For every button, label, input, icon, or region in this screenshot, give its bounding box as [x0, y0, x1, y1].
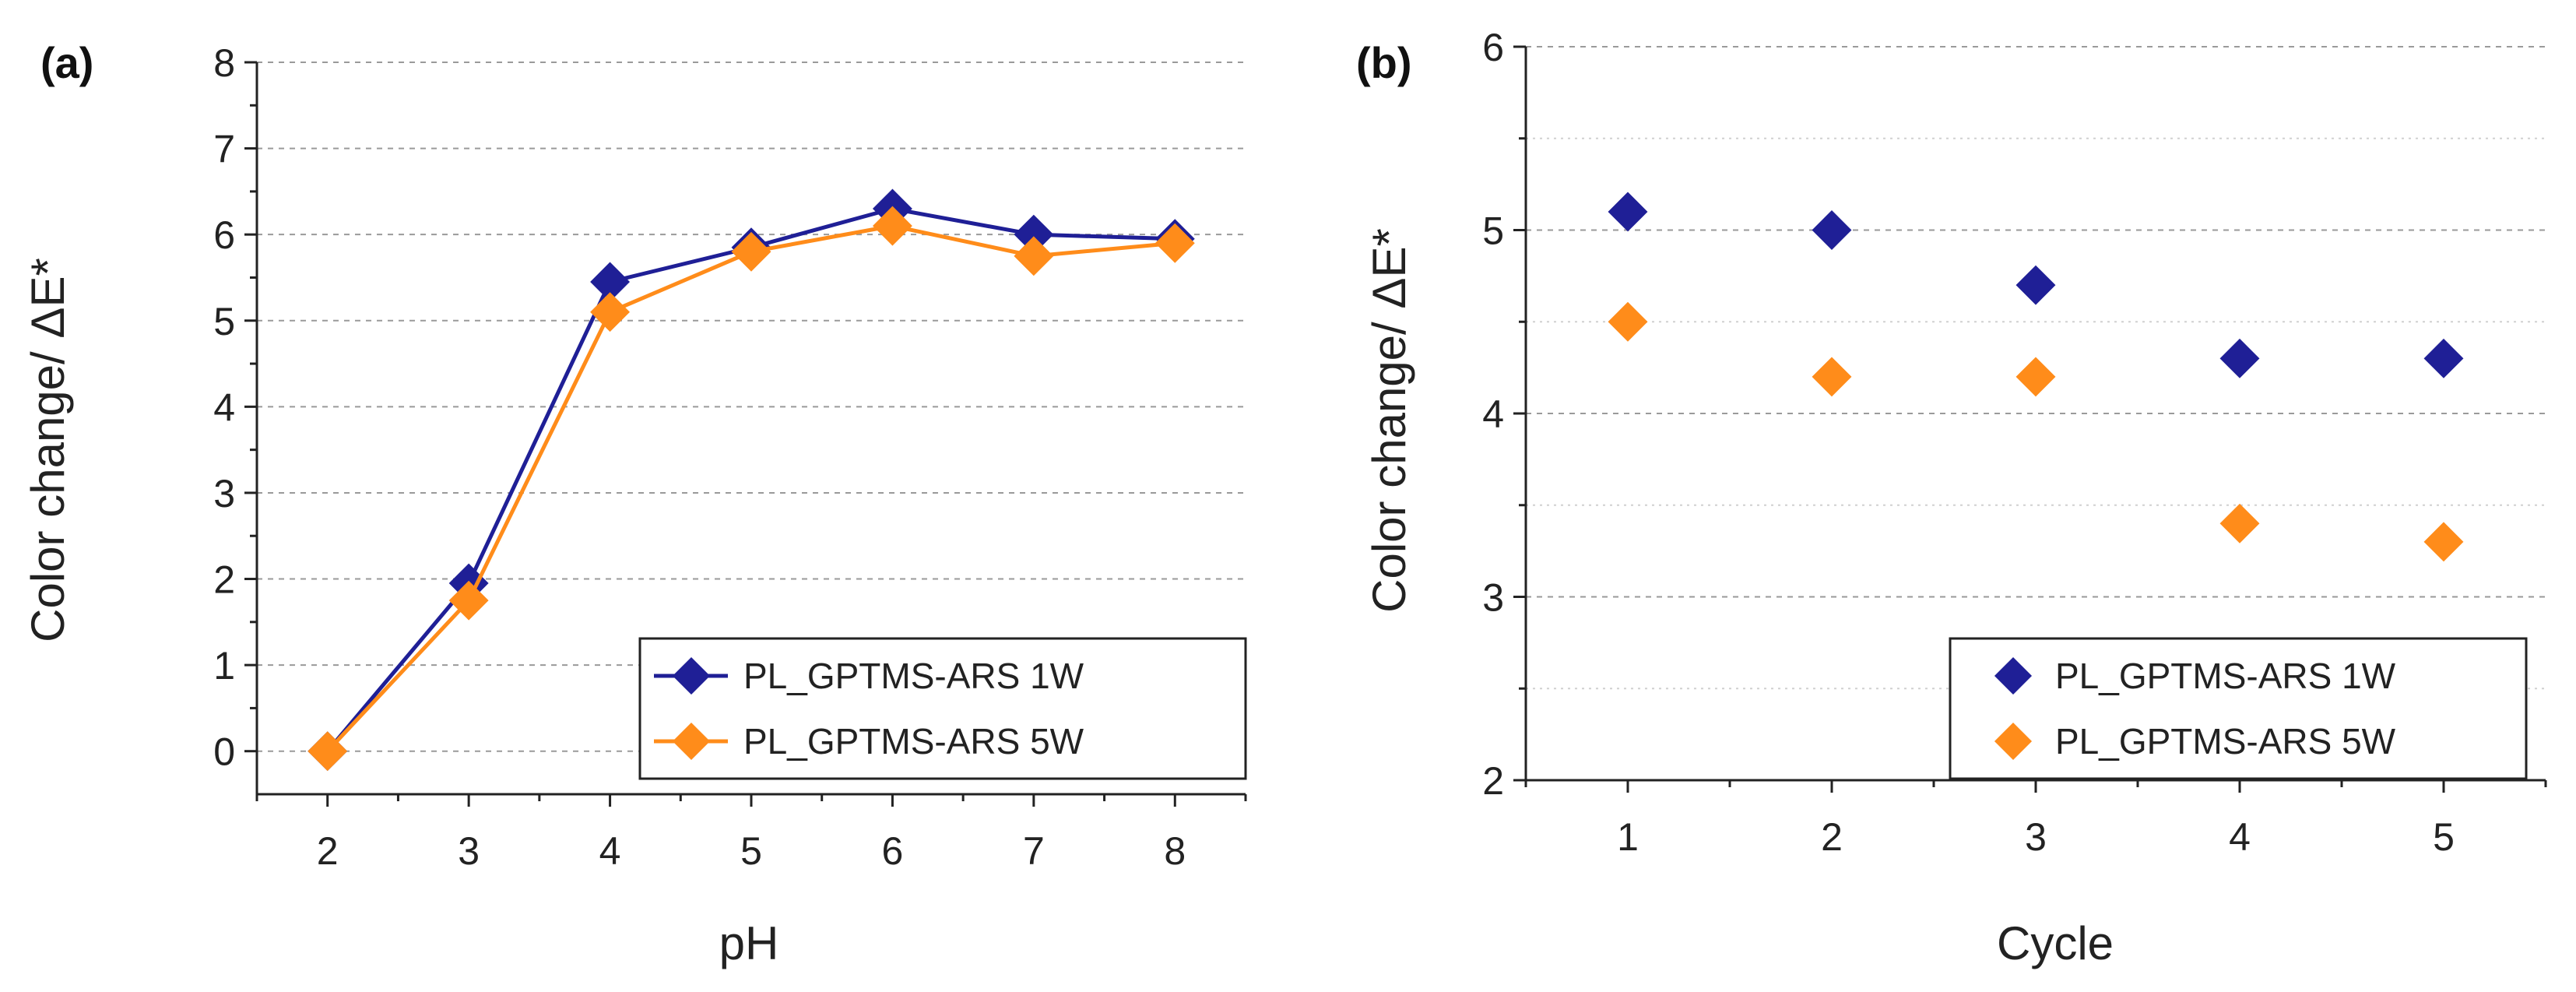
panel-b-label: (b) [1356, 38, 1412, 87]
panel-b-legend-label-2: PL_GPTMS-ARS 5W [2055, 721, 2396, 762]
panel-a-data-point [590, 262, 631, 302]
panel-a-data-point [1014, 214, 1054, 255]
panel-b-legend-marker-1 [1994, 656, 2033, 695]
panel-b-data-point [1608, 192, 1648, 232]
panel-b-y-tick-label: 5 [1482, 209, 1504, 253]
panel-a-x-tick-label: 8 [1164, 829, 1186, 873]
panel-b-data-point [2015, 265, 2056, 305]
panel-a-y-axis-title: Color change/ ΔE* [22, 258, 74, 642]
panel-a-data-point [731, 231, 771, 272]
panel-b-legend-marker-2 [1994, 722, 2033, 761]
panel-a-data-point [872, 206, 912, 246]
panel-a-label: (a) [40, 38, 93, 87]
panel-b-data-point [2219, 503, 2260, 543]
panel-a-x-tick-label: 2 [317, 829, 339, 873]
panel-a-x-tick-label: 4 [599, 829, 621, 873]
panel-a-y-tick-label: 6 [213, 213, 235, 257]
panel-a-legend-marker-2 [672, 722, 711, 761]
panel-a-y-tick-label: 8 [213, 41, 235, 85]
panel-a-axes: 0 1 2 3 4 5 6 7 8 2 3 4 5 6 7 8 [213, 41, 1247, 873]
panel-b-y-tick-label: 4 [1482, 392, 1504, 436]
panel-a-y-tick-label: 3 [213, 472, 235, 515]
panel-a-x-tick-label: 3 [458, 829, 480, 873]
panel-b-y-tick-label: 6 [1482, 26, 1504, 69]
panel-b-data-point [1812, 210, 1852, 250]
panel-a-y-tick-label: 5 [213, 300, 235, 343]
panel-a-legend-marker-1 [672, 656, 711, 695]
panel-a-y-tick-label: 0 [213, 730, 235, 774]
panel-b-y-tick-label: 3 [1482, 576, 1504, 620]
panel-b-data-point [2219, 338, 2260, 378]
panel-b-legend-box [1949, 637, 2528, 780]
panel-b-x-tick-label: 3 [2025, 815, 2047, 859]
panel-a-data-point [1014, 236, 1054, 276]
panel-a: (a) Color change/ ΔE* pH 0 1 2 3 4 5 6 7 8 2 3 4 5 6 7… [22, 38, 1247, 969]
panel-a-y-tick-label: 4 [213, 385, 235, 429]
panel-b-data-point [1812, 357, 1852, 397]
panel-a-y-tick-label: 2 [213, 558, 235, 602]
panel-b-axes: 2 3 4 5 6 1 2 3 4 5 [1482, 26, 2547, 859]
panel-b-x-tick-label: 5 [2433, 815, 2455, 859]
panel-b-x-axis-title: Cycle [1997, 917, 2114, 969]
panel-a-x-tick-label: 5 [740, 829, 762, 873]
panel-b-x-tick-label: 4 [2229, 815, 2251, 859]
panel-b-data-point [2423, 338, 2464, 378]
panel-a-data-point [1154, 223, 1195, 263]
panel-b-series-1 [1608, 192, 2464, 378]
panel-a-data-point [590, 292, 631, 332]
panel-a-x-tick-label: 7 [1023, 829, 1045, 873]
panel-b-y-axis-title: Color change/ ΔE* [1363, 228, 1415, 613]
panel-a-legend-box [638, 637, 1247, 780]
panel-a-legend-label-2: PL_GPTMS-ARS 5W [743, 721, 1084, 762]
panel-b-y-tick-label: 2 [1482, 759, 1504, 803]
panel-b-data-point [2015, 357, 2056, 397]
panel-a-y-tick-label: 1 [213, 644, 235, 688]
panel-a-series-2 [308, 206, 1195, 772]
panel-a-x-axis-title: pH [719, 917, 779, 969]
panel-b-data-point [1608, 301, 1648, 342]
panel-a-x-tick-label: 6 [882, 829, 904, 873]
panel-a-data-point [308, 731, 348, 772]
panel-b: (b) Color change/ ΔE* Cycle 2 3 4 5 6 1 2 3 4 5 P… [1356, 26, 2547, 969]
panel-a-data-point [448, 580, 489, 621]
panel-a-legend: PL_GPTMS-ARS 1W PL_GPTMS-ARS 5W [638, 637, 1247, 780]
panel-b-legend-label-1: PL_GPTMS-ARS 1W [2055, 656, 2396, 696]
panel-b-data-point [2423, 522, 2464, 562]
panel-b-x-tick-label: 2 [1821, 815, 1843, 859]
panel-b-legend: PL_GPTMS-ARS 1W PL_GPTMS-ARS 5W [1949, 637, 2528, 780]
panel-b-x-tick-label: 1 [1617, 815, 1639, 859]
panel-a-y-tick-label: 7 [213, 128, 235, 171]
panel-b-series-2 [1608, 301, 2464, 562]
panel-a-legend-label-1: PL_GPTMS-ARS 1W [743, 656, 1084, 696]
